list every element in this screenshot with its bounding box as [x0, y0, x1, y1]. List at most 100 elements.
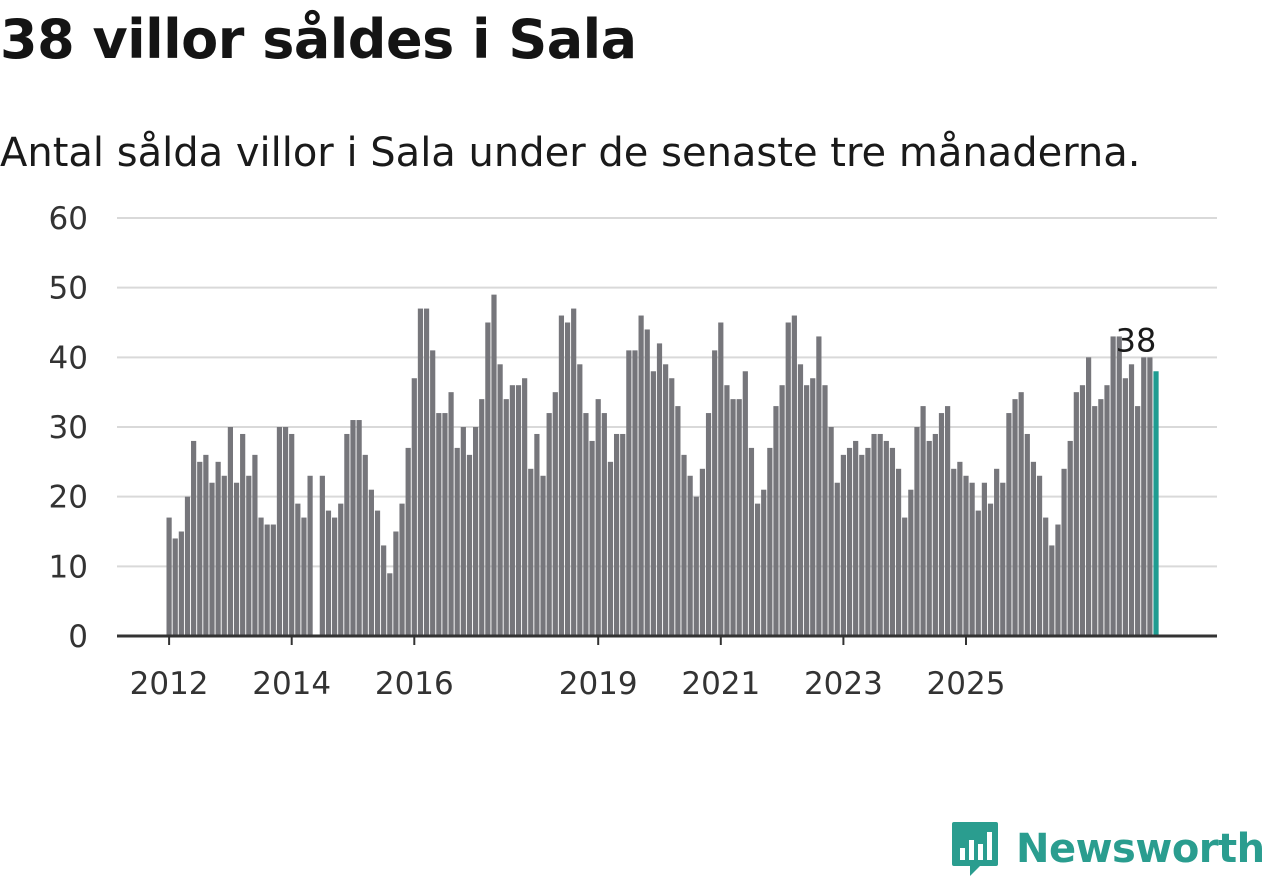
bar	[374, 510, 381, 636]
bar	[276, 427, 283, 636]
bar	[650, 371, 656, 636]
bar	[742, 371, 748, 636]
bar	[448, 392, 454, 636]
bar	[871, 433, 877, 636]
bar	[497, 364, 503, 636]
bar	[540, 475, 546, 636]
bar	[503, 399, 509, 636]
bar	[969, 482, 975, 636]
bar	[656, 343, 663, 636]
bar	[607, 461, 614, 636]
bar	[865, 447, 871, 636]
x-axis	[117, 634, 1217, 645]
bar	[1122, 378, 1128, 636]
bar	[197, 461, 203, 636]
bar	[423, 308, 430, 636]
bar	[381, 545, 387, 636]
bar	[264, 524, 270, 636]
bar	[1049, 545, 1055, 636]
bar	[393, 531, 399, 636]
bar	[626, 350, 632, 636]
bar	[724, 385, 730, 636]
y-tick-label: 30	[49, 410, 88, 446]
x-tick-label: 2021	[681, 666, 760, 702]
bars	[166, 294, 1159, 636]
bar	[822, 385, 828, 636]
bar	[1055, 524, 1061, 636]
bar	[761, 489, 767, 636]
brand-name: Newsworthy	[1016, 826, 1262, 872]
bar	[938, 413, 945, 636]
bar	[191, 440, 197, 636]
bar	[981, 482, 987, 636]
bar	[534, 433, 540, 636]
bar	[522, 378, 528, 636]
bar	[902, 517, 908, 636]
bar	[558, 315, 565, 636]
bar	[748, 447, 755, 636]
bar	[914, 427, 920, 636]
bar	[975, 510, 981, 636]
x-tick-label: 2019	[559, 666, 638, 702]
bar	[399, 503, 405, 636]
bar	[528, 468, 534, 636]
y-tick-label: 0	[68, 619, 88, 655]
bar	[1092, 406, 1098, 636]
bar	[828, 427, 834, 636]
bar	[951, 468, 957, 636]
bar	[797, 364, 804, 636]
bar	[325, 510, 332, 636]
bar	[442, 413, 448, 636]
bar	[589, 440, 595, 636]
bar	[411, 378, 417, 636]
bar	[221, 475, 227, 636]
bar	[430, 350, 436, 636]
bar	[240, 433, 246, 636]
y-tick-label: 40	[49, 340, 88, 376]
bar	[546, 413, 552, 636]
bar	[368, 489, 374, 636]
bar	[1147, 357, 1153, 636]
newsworthy-logo[interactable]: Newsworthy	[950, 818, 1262, 880]
bar	[319, 475, 325, 636]
newsworthy-logo-icon	[952, 822, 998, 876]
bar	[767, 447, 773, 636]
chart-subtitle: Antal sålda villor i Sala under de senas…	[0, 130, 1141, 176]
bar	[1006, 413, 1012, 636]
bar	[963, 475, 969, 636]
bar	[166, 517, 172, 636]
bar	[215, 461, 221, 636]
bar	[595, 399, 601, 636]
bar	[638, 315, 644, 636]
bar	[233, 482, 240, 636]
bar	[895, 468, 902, 636]
bar	[675, 406, 681, 636]
bar	[577, 364, 583, 636]
bar	[270, 524, 276, 636]
chart-title: 38 villor såldes i Sala	[0, 8, 637, 71]
bar	[246, 475, 252, 636]
y-tick-label: 10	[49, 549, 88, 585]
y-tick-label: 60	[49, 201, 88, 237]
bar	[172, 538, 178, 636]
bar	[282, 427, 289, 636]
bar	[454, 447, 460, 636]
bar	[889, 447, 896, 636]
bar	[908, 489, 914, 636]
bar	[491, 294, 497, 636]
annotations: 38	[1116, 321, 1157, 359]
bar	[1067, 440, 1073, 636]
bar	[1030, 461, 1037, 636]
x-axis-labels: 2012 2014 2016 2019 2021 2023 2025	[130, 666, 1006, 702]
bar	[295, 503, 301, 636]
bar	[583, 413, 589, 636]
bar	[791, 315, 797, 636]
bar	[785, 322, 791, 636]
bar	[926, 440, 932, 636]
bar	[258, 517, 264, 636]
bar	[473, 427, 479, 636]
bar	[1135, 406, 1141, 636]
bar	[332, 517, 338, 636]
bar	[730, 399, 736, 636]
x-tick-label: 2012	[130, 666, 209, 702]
